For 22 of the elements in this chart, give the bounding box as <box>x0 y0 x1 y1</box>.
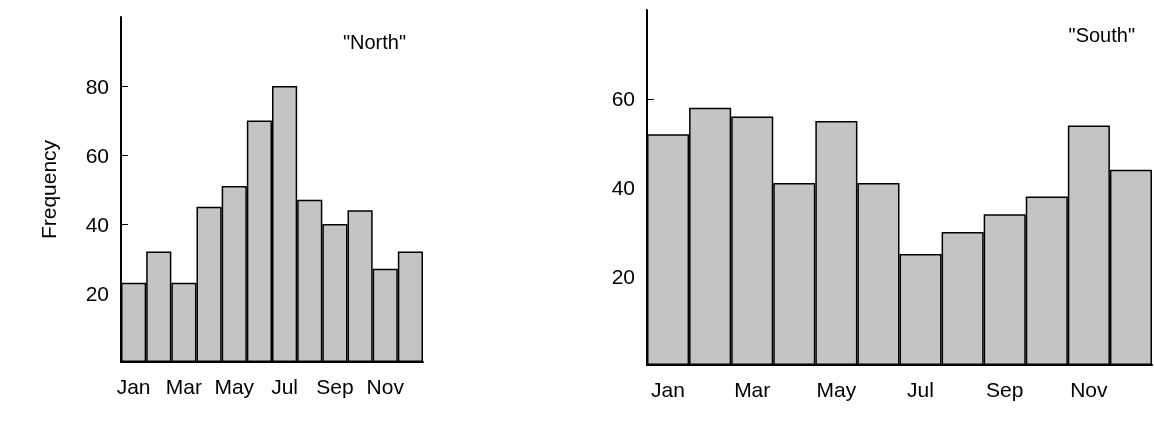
x-tick-label: Sep <box>316 375 354 398</box>
x-tick-label: Jul <box>907 378 934 401</box>
y-tick-label: 80 <box>85 74 109 98</box>
x-tick-label: Jul <box>271 375 299 398</box>
x-tick-label: Jan <box>651 378 685 401</box>
y-tick-label: 20 <box>611 264 635 288</box>
x-tick-label: Jan <box>116 375 151 398</box>
x-tick-label: Mar <box>165 375 202 398</box>
y-tick-label: 40 <box>611 176 635 199</box>
y-axis-title: Frequency <box>37 139 60 240</box>
x-tick-label: Sep <box>986 378 1024 401</box>
y-tick-label: 60 <box>611 87 635 111</box>
text: "North" <box>342 31 406 53</box>
y-tick-label: 20 <box>85 281 109 305</box>
x-tick-label: Nov <box>1070 378 1109 401</box>
x-tick-label: Nov <box>366 375 405 398</box>
y-tick-label: 40 <box>85 212 109 236</box>
x-tick-label: Mar <box>734 378 771 401</box>
x-tick-label: May <box>214 375 255 398</box>
x-tick-label: May <box>816 378 857 401</box>
y-tick-label: 60 <box>85 143 109 167</box>
text: "South" <box>1068 24 1135 46</box>
